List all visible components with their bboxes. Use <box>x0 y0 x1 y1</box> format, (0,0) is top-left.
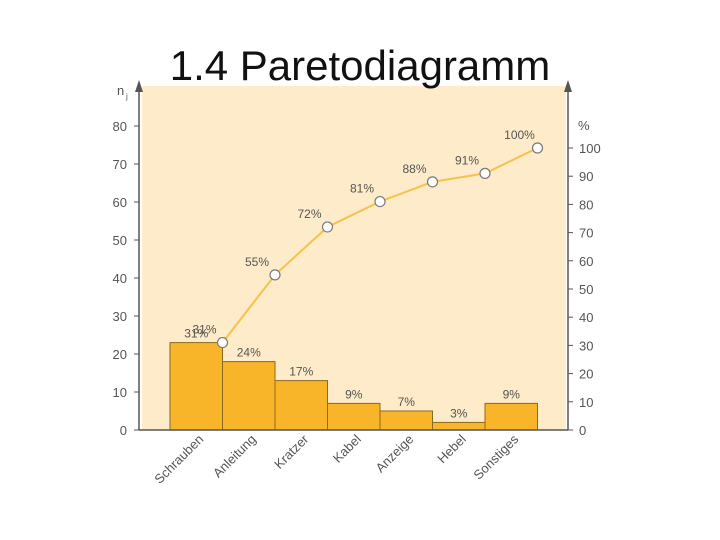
right-tick-label: 70 <box>579 226 593 241</box>
cumulative-label: 100% <box>504 128 535 142</box>
right-tick-label: 50 <box>579 282 593 297</box>
left-tick-label: 50 <box>113 233 127 248</box>
cumulative-point <box>374 195 386 208</box>
cumulative-label: 88% <box>402 162 426 176</box>
left-tick-label: 40 <box>113 271 127 286</box>
left-tick-label: 20 <box>113 347 127 362</box>
category-label: Anzeige <box>373 432 417 476</box>
cumulative-label: 55% <box>245 255 269 269</box>
bar-kratzer <box>274 380 328 431</box>
slide-title: 1.4 Paretodiagramm <box>169 42 551 89</box>
right-tick-label: 10 <box>579 395 593 410</box>
bar-anleitung <box>222 361 276 431</box>
category-label: Sonstiges <box>470 431 521 482</box>
cumulative-label: 81% <box>350 182 374 196</box>
bar-schrauben <box>169 342 223 431</box>
left-tick-label: 70 <box>113 157 127 172</box>
bar-kabel <box>327 402 381 431</box>
right-axis-label: % <box>578 118 590 133</box>
bar-anzeige <box>379 410 433 431</box>
right-axis-arrow <box>564 80 572 92</box>
right-tick-label: 100 <box>579 141 601 156</box>
cumulative-label: 31% <box>192 323 216 337</box>
bar-sonstiges <box>484 402 538 431</box>
bar-hebel <box>432 421 486 431</box>
right-tick-label: 30 <box>579 338 593 353</box>
left-axis-label-subscript: j <box>125 92 128 101</box>
bar-label: 7% <box>398 395 416 409</box>
left-tick-label: 60 <box>113 195 127 210</box>
category-label: Anleitung <box>210 432 259 481</box>
cumulative-point <box>216 336 229 349</box>
cumulative-label: 72% <box>297 207 321 221</box>
right-tick-label: 90 <box>579 169 593 184</box>
right-tick-label: 80 <box>579 197 593 212</box>
left-axis-arrow <box>135 80 143 92</box>
bar-label: 9% <box>503 387 521 401</box>
category-label: Kabel <box>330 431 364 465</box>
category-label: Kratzer <box>271 431 312 472</box>
cumulative-point <box>269 269 281 281</box>
cumulative-label: 91% <box>455 153 479 167</box>
category-label: Hebel <box>434 431 469 466</box>
cumulative-point <box>479 167 491 179</box>
left-axis-label: n <box>117 83 124 98</box>
cumulative-point <box>321 221 334 233</box>
bar-label: 17% <box>289 365 313 379</box>
right-tick-label: 60 <box>579 254 593 269</box>
right-tick-label: 40 <box>579 310 593 325</box>
bar-label: 9% <box>345 387 363 401</box>
cumulative-point <box>531 142 544 154</box>
bar-label: 31% <box>184 327 208 341</box>
left-tick-label: 30 <box>113 309 127 324</box>
left-tick-label: 80 <box>113 119 127 134</box>
bar-label: 24% <box>237 346 261 360</box>
left-tick-label: 10 <box>113 385 127 400</box>
right-tick-label: 0 <box>579 423 586 438</box>
category-label: Schrauben <box>151 432 206 487</box>
right-tick-label: 20 <box>579 367 593 382</box>
bar-label: 3% <box>450 406 468 420</box>
left-tick-label: 0 <box>120 423 127 438</box>
cumulative-point <box>426 176 439 188</box>
